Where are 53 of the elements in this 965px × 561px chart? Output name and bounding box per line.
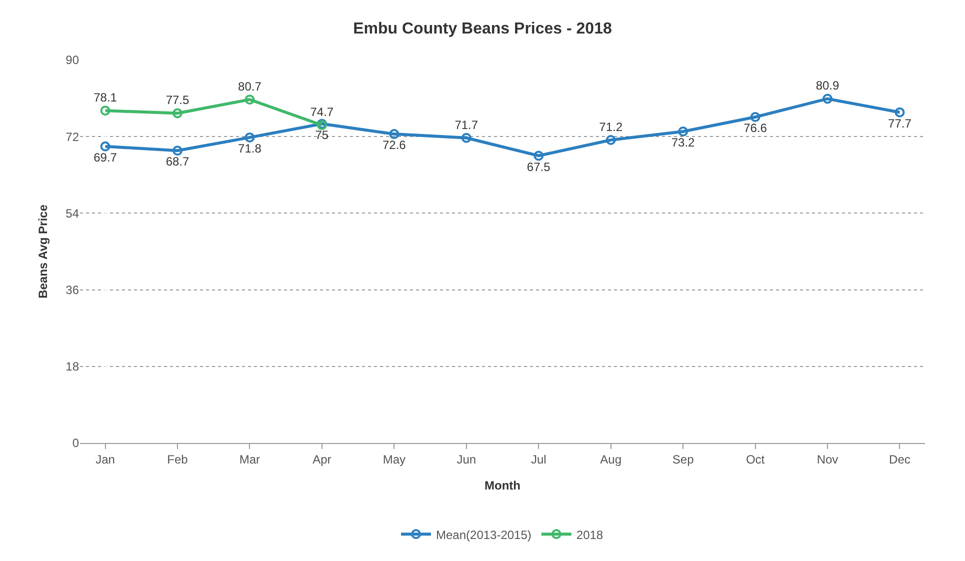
x-tick-label: Oct: [746, 452, 766, 466]
x-tick-label: Nov: [816, 452, 838, 466]
point: [606, 135, 616, 145]
x-tick-label: May: [382, 452, 406, 466]
data-label: 71.2: [599, 120, 623, 134]
x-tick-label: Aug: [600, 452, 622, 466]
point: [894, 107, 905, 118]
data-label: 74.7: [310, 105, 334, 120]
data-label: 71.7: [454, 118, 478, 132]
data-label: 75: [315, 128, 329, 142]
legend-label: 2018: [576, 528, 604, 542]
point: [244, 132, 255, 142]
point: [750, 112, 760, 122]
legend-label: Mean(2013-2015): [436, 528, 532, 542]
point: [534, 150, 544, 161]
point: [100, 106, 110, 116]
data-label: 80.7: [238, 80, 262, 94]
point: [461, 132, 472, 143]
y-axis-title: Beans Avg Price: [36, 204, 50, 298]
x-tick-label: Apr: [312, 452, 332, 466]
y-tick-label: 18: [66, 360, 80, 374]
data-label: 76.6: [744, 121, 768, 136]
data-label: 77.5: [166, 93, 190, 108]
data-label: 67.5: [526, 160, 551, 174]
x-tick-label: Jun: [456, 452, 476, 466]
x-tick-label: Jul: [530, 452, 546, 466]
y-tick-label: 90: [66, 53, 80, 68]
data-label: 77.7: [888, 116, 912, 130]
point: [389, 129, 400, 140]
x-axis-title: Month: [484, 478, 520, 492]
point: [678, 126, 688, 136]
y-tick-label: 0: [72, 436, 80, 450]
point: [100, 141, 110, 152]
data-label: 71.8: [238, 141, 262, 156]
data-label: 68.7: [166, 154, 190, 169]
point: [172, 108, 182, 118]
point: [172, 146, 182, 156]
data-label: 80.9: [816, 78, 840, 93]
y-tick-label: 54: [66, 206, 80, 220]
x-tick-label: Dec: [889, 452, 910, 466]
data-label: 69.7: [94, 150, 118, 164]
x-tick-label: Sep: [672, 452, 694, 466]
x-tick-label: Jan: [96, 452, 115, 466]
data-label: 73.2: [671, 135, 696, 150]
data-label: 78.1: [94, 90, 118, 105]
y-tick-label: 36: [66, 283, 80, 297]
x-tick-label: Feb: [167, 452, 188, 466]
point: [822, 94, 832, 104]
chart-title: Embu County Beans Prices - 2018: [353, 20, 612, 38]
x-tick-label: Mar: [239, 452, 260, 466]
point: [244, 94, 255, 105]
data-label: 72.6: [382, 138, 406, 152]
y-tick-label: 72: [66, 130, 80, 144]
